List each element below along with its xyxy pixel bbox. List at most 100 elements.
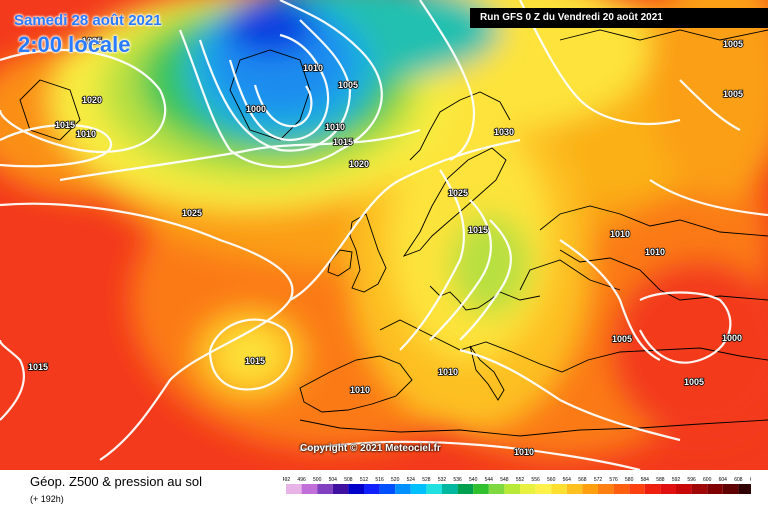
pressure-label: 1015: [333, 137, 353, 147]
forecast-local-time: 2:00 locale: [18, 32, 131, 57]
scale-swatch: [660, 484, 676, 494]
scale-tick-label: 496: [297, 477, 306, 483]
scale-tick-label: 552: [516, 477, 525, 483]
color-scale: 492 496 500 504 508 512 516 520 524 528 532 536 540 5…: [283, 477, 751, 494]
pressure-label: 1010: [438, 367, 458, 377]
scale-tick-label: 544: [485, 477, 494, 483]
scale-swatch: [598, 484, 614, 494]
scale-tick-label: 536: [453, 477, 462, 483]
pressure-label: 1015: [55, 120, 75, 130]
scale-swatch: [410, 484, 427, 494]
scale-tick-label: 592: [672, 477, 681, 483]
scale-swatch: [504, 484, 520, 494]
weather-map: 1025 1020 1015 1010 1010 1000 1005 1010 …: [0, 0, 768, 470]
scale-swatch: [457, 484, 474, 494]
pressure-label: 1020: [349, 159, 369, 169]
pressure-label: 1025: [82, 36, 102, 46]
pressure-label: 1010: [350, 385, 370, 395]
pressure-label: 1005: [684, 377, 704, 387]
scale-tick-label: 524: [407, 477, 416, 483]
scale-swatch: [629, 484, 645, 494]
pressure-label: 1005: [612, 334, 632, 344]
scale-tick-label: 568: [578, 477, 587, 483]
scale-swatch: [442, 484, 458, 494]
scale-swatch: [426, 484, 442, 494]
scale-tick-label: 540: [469, 477, 478, 483]
scale-swatch: [738, 484, 751, 494]
pressure-label: 1010: [514, 447, 534, 457]
scale-tick-label: 580: [625, 477, 634, 483]
pressure-label: 1025: [448, 188, 468, 198]
pressure-labels: 1025 1020 1015 1010 1010 1000 1005 1010 …: [27, 35, 744, 458]
scale-swatch: [301, 484, 318, 494]
scale-tick-label: 520: [391, 477, 400, 483]
scale-swatch: [722, 484, 739, 494]
scale-tick-label: 560: [547, 477, 556, 483]
pressure-label: 1030: [494, 127, 514, 137]
scale-swatch: [707, 484, 723, 494]
scale-swatch: [566, 484, 583, 494]
scale-swatch: [582, 484, 598, 494]
pressure-label: 1015: [468, 225, 488, 235]
pressure-label: 1010: [325, 122, 345, 132]
scale-swatch: [317, 484, 333, 494]
scale-swatch: [488, 484, 505, 494]
pressure-label: 1000: [722, 333, 742, 343]
scale-swatch: [332, 484, 349, 494]
geopotential-field: [0, 0, 768, 470]
copyright: Copyright © 2021 Meteociel.fr: [300, 443, 441, 454]
scale-tick-label: 604: [719, 477, 728, 483]
scale-tick-label: 532: [438, 477, 447, 483]
scale-tick-label: 548: [500, 477, 509, 483]
scale-swatch: [535, 484, 552, 494]
scale-swatch: [395, 484, 411, 494]
scale-swatch: [379, 484, 396, 494]
legend-footer: Géop. Z500 & pression au sol (+ 192h) 49…: [0, 470, 768, 512]
scale-tick-label: 612: [750, 477, 751, 483]
scale-tick-label: 572: [594, 477, 603, 483]
footer-title: Géop. Z500 & pression au sol: [30, 474, 202, 489]
scale-tick-label: 516: [375, 477, 384, 483]
scale-swatch: [676, 484, 692, 494]
forecast-date: Samedi 28 août 2021: [14, 12, 162, 29]
pressure-label: 1010: [76, 129, 96, 139]
scale-tick-label: 600: [703, 477, 712, 483]
scale-swatch: [286, 484, 302, 494]
scale-tick-label: 588: [656, 477, 665, 483]
scale-tick-label: 584: [641, 477, 650, 483]
pressure-label: 1005: [723, 39, 743, 49]
scale-swatch: [473, 484, 489, 494]
scale-tick-label: 528: [422, 477, 431, 483]
scale-tick-label: 508: [344, 477, 353, 483]
pressure-label: 1015: [245, 356, 265, 366]
pressure-label: 1000: [246, 104, 266, 114]
pressure-label: 1015: [28, 362, 48, 372]
scale-tick-label: 500: [313, 477, 322, 483]
scale-swatch: [364, 484, 380, 494]
pressure-label: 1010: [610, 229, 630, 239]
pressure-label: 1020: [82, 95, 102, 105]
pressure-label: 1005: [338, 80, 358, 90]
pressure-label: 1005: [723, 89, 743, 99]
model-run-banner: Run GFS 0 Z du Vendredi 20 août 2021: [470, 8, 768, 28]
scale-tick-label: 608: [734, 477, 743, 483]
scale-swatch: [520, 484, 536, 494]
scale-tick-label: 564: [563, 477, 572, 483]
scale-swatch: [691, 484, 708, 494]
scale-swatch: [348, 484, 364, 494]
scale-tick-label: 596: [687, 477, 696, 483]
isobars: [0, 0, 768, 470]
scale-tick-label: 556: [531, 477, 540, 483]
pressure-label: 1025: [182, 208, 202, 218]
scale-tick-label: 504: [329, 477, 338, 483]
pressure-label: 1010: [303, 63, 323, 73]
pressure-label: 1010: [645, 247, 665, 257]
scale-tick-label: 576: [609, 477, 618, 483]
scale-tick-label: 492: [283, 477, 290, 483]
scale-swatch: [613, 484, 630, 494]
coastlines: [19, 29, 768, 437]
scale-tick-label: 512: [360, 477, 369, 483]
scale-swatch: [551, 484, 567, 494]
scale-swatch: [644, 484, 661, 494]
forecast-range: (+ 192h): [30, 494, 64, 504]
